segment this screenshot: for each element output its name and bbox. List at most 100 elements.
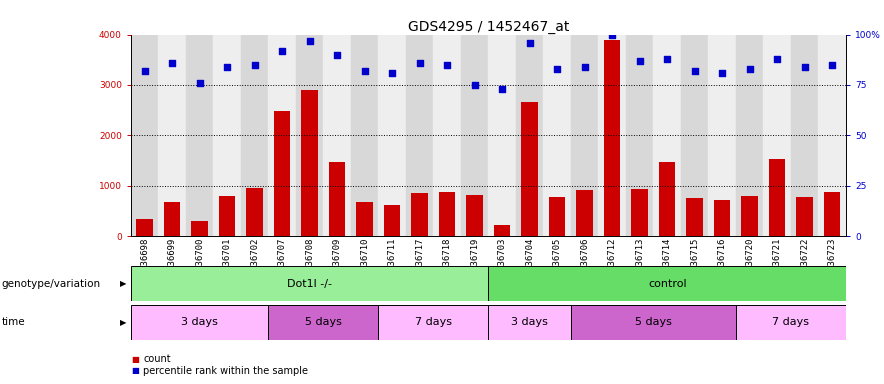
Bar <box>378 305 488 340</box>
Bar <box>406 35 433 236</box>
Bar <box>598 35 626 236</box>
Point <box>220 64 234 70</box>
Bar <box>626 35 653 236</box>
Bar <box>516 35 544 236</box>
Text: ▶: ▶ <box>120 279 126 288</box>
Bar <box>131 266 488 301</box>
Point <box>550 66 564 72</box>
Point <box>743 66 757 72</box>
Point <box>357 68 371 74</box>
Bar <box>736 35 764 236</box>
Bar <box>687 198 703 236</box>
Bar <box>522 102 538 236</box>
Bar <box>576 190 593 236</box>
Text: time: time <box>2 317 26 327</box>
Text: ■: ■ <box>131 366 139 375</box>
Title: GDS4295 / 1452467_at: GDS4295 / 1452467_at <box>408 20 569 33</box>
Bar <box>164 202 180 236</box>
Bar <box>301 90 318 236</box>
Point <box>577 64 591 70</box>
Text: control: control <box>648 279 687 289</box>
Bar <box>240 35 269 236</box>
Bar <box>571 35 598 236</box>
Bar <box>296 35 324 236</box>
Bar <box>247 188 263 236</box>
Text: 3 days: 3 days <box>511 317 548 327</box>
Point <box>495 86 509 92</box>
Bar <box>571 305 736 340</box>
Point <box>193 80 207 86</box>
Bar <box>131 35 158 236</box>
Bar <box>329 162 346 236</box>
Point <box>248 62 262 68</box>
Bar <box>604 40 621 236</box>
Bar <box>819 35 846 236</box>
Bar <box>351 35 378 236</box>
Point <box>606 31 620 38</box>
Bar <box>461 35 489 236</box>
Text: ▶: ▶ <box>120 318 126 327</box>
Text: 7 days: 7 days <box>773 317 810 327</box>
Bar <box>269 305 378 340</box>
Text: percentile rank within the sample: percentile rank within the sample <box>143 366 309 376</box>
Bar <box>791 35 819 236</box>
Point <box>440 62 454 68</box>
Text: 3 days: 3 days <box>181 317 218 327</box>
Bar <box>433 35 461 236</box>
Bar <box>659 162 675 236</box>
Point <box>275 48 289 54</box>
Bar <box>158 35 186 236</box>
Text: Dot1l -/-: Dot1l -/- <box>287 279 332 289</box>
Bar <box>219 196 235 236</box>
Point <box>302 38 316 44</box>
Text: 7 days: 7 days <box>415 317 452 327</box>
Bar <box>796 197 813 236</box>
Bar <box>631 189 648 236</box>
Bar <box>378 35 406 236</box>
Bar <box>411 193 428 236</box>
Text: 5 days: 5 days <box>635 317 672 327</box>
Bar <box>467 195 483 236</box>
Bar <box>131 305 269 340</box>
Bar <box>186 35 213 236</box>
Bar <box>544 35 571 236</box>
Bar <box>269 35 296 236</box>
Point <box>633 58 647 64</box>
Point <box>688 68 702 74</box>
Bar <box>708 35 736 236</box>
Bar <box>549 197 566 236</box>
Bar <box>714 200 730 236</box>
Text: genotype/variation: genotype/variation <box>2 279 101 289</box>
Point <box>715 70 729 76</box>
Bar <box>213 35 240 236</box>
Point <box>330 52 344 58</box>
Text: 5 days: 5 days <box>305 317 342 327</box>
Point <box>468 82 482 88</box>
Bar <box>681 35 708 236</box>
Bar <box>494 225 510 236</box>
Point <box>413 60 427 66</box>
Bar <box>736 305 846 340</box>
Bar <box>488 266 846 301</box>
Bar <box>489 35 516 236</box>
Bar <box>384 205 400 236</box>
Point <box>165 60 179 66</box>
Bar <box>274 111 290 236</box>
Bar <box>653 35 681 236</box>
Bar <box>136 218 153 236</box>
Point <box>825 62 839 68</box>
Point <box>660 56 674 62</box>
Bar <box>324 35 351 236</box>
Bar <box>764 35 791 236</box>
Point <box>385 70 400 76</box>
Text: count: count <box>143 354 171 364</box>
Bar <box>824 192 841 236</box>
Text: ■: ■ <box>131 354 139 364</box>
Point <box>797 64 812 70</box>
Point <box>138 68 152 74</box>
Bar <box>769 159 786 236</box>
Bar <box>356 202 373 236</box>
Point <box>522 40 537 46</box>
Bar <box>438 192 455 236</box>
Bar <box>488 305 571 340</box>
